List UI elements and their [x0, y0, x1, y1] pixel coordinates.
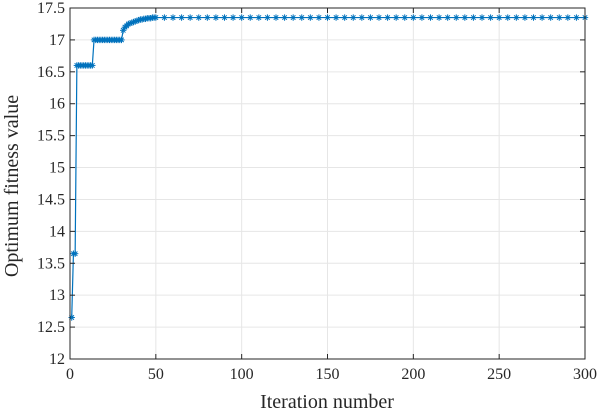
x-tick-label: 250: [487, 366, 511, 383]
y-tick-label: 17: [49, 32, 65, 49]
y-tick-label: 12.5: [37, 319, 65, 336]
data-point: [161, 14, 168, 21]
data-point: [332, 14, 340, 21]
data-point: [307, 14, 314, 21]
data-point: [538, 14, 546, 21]
y-axis-label: Optimum fitness value: [1, 95, 23, 277]
data-point: [289, 14, 297, 21]
data-point: [169, 14, 177, 21]
data-point: [427, 14, 434, 21]
data-point: [186, 14, 194, 21]
grid: [70, 8, 585, 359]
data-point: [367, 14, 374, 21]
data-point: [521, 14, 529, 21]
x-tick-label: 50: [148, 366, 164, 383]
data-point: [118, 36, 125, 44]
y-tick-label: 17.5: [37, 0, 65, 17]
x-tick-label: 100: [230, 366, 254, 383]
data-point: [247, 14, 254, 21]
data-point: [418, 14, 426, 21]
data-point: [487, 14, 494, 21]
data-point: [212, 14, 220, 21]
data-point: [358, 14, 366, 21]
data-point: [195, 14, 202, 21]
y-tick-label: 15: [49, 160, 65, 177]
x-tick-label: 300: [573, 366, 597, 383]
y-tick-label: 13: [49, 287, 65, 304]
data-point: [470, 14, 477, 21]
y-tick-label: 16.5: [37, 64, 65, 81]
x-tick-label: 0: [66, 366, 74, 383]
data-point: [375, 14, 383, 21]
data-point: [204, 14, 211, 21]
data-point: [152, 14, 160, 21]
x-tick-label: 200: [401, 366, 425, 383]
data-point: [392, 14, 400, 21]
data-point: [272, 14, 280, 21]
data-point: [564, 14, 572, 21]
data-point: [298, 14, 305, 21]
data-point: [264, 14, 271, 21]
data-point: [547, 14, 554, 21]
data-point: [401, 14, 408, 21]
data-point: [350, 14, 357, 21]
data-point: [178, 14, 185, 21]
data-point: [238, 14, 245, 21]
data-point: [573, 14, 580, 21]
data-point: [89, 62, 96, 69]
data-point: [478, 14, 486, 21]
data-point: [71, 250, 79, 257]
data-point: [255, 14, 263, 21]
data-point: [461, 14, 469, 21]
data-point: [341, 14, 348, 21]
y-tick-label: 16: [49, 96, 65, 113]
data-point: [281, 14, 288, 21]
tick-labels: 0 50 100 150 200 250 300 12 12.5 13 13.5 14 14.5 15 15…: [37, 0, 597, 383]
axes: [69, 7, 586, 360]
data-point: [495, 14, 503, 21]
data-point: [530, 14, 537, 21]
data-point: [435, 14, 443, 21]
data-point: [513, 14, 520, 21]
x-tick-label: 150: [316, 366, 340, 383]
data-point: [384, 14, 391, 21]
data-point: [410, 14, 417, 21]
y-tick-label: 15.5: [37, 128, 65, 145]
data-point: [315, 14, 323, 21]
data-point: [324, 14, 331, 21]
data-point: [504, 14, 511, 21]
y-tick-label: 14: [49, 223, 65, 240]
data-point: [556, 14, 563, 21]
data-point: [229, 14, 237, 21]
y-tick-label: 13.5: [37, 255, 65, 272]
data-point: [68, 314, 75, 321]
x-axis-label: Iteration number: [260, 391, 394, 413]
y-tick-label: 12: [49, 351, 65, 368]
data-point: [444, 14, 451, 21]
data-point: [221, 14, 228, 21]
data-point: [453, 14, 460, 21]
y-tick-label: 14.5: [37, 191, 65, 208]
